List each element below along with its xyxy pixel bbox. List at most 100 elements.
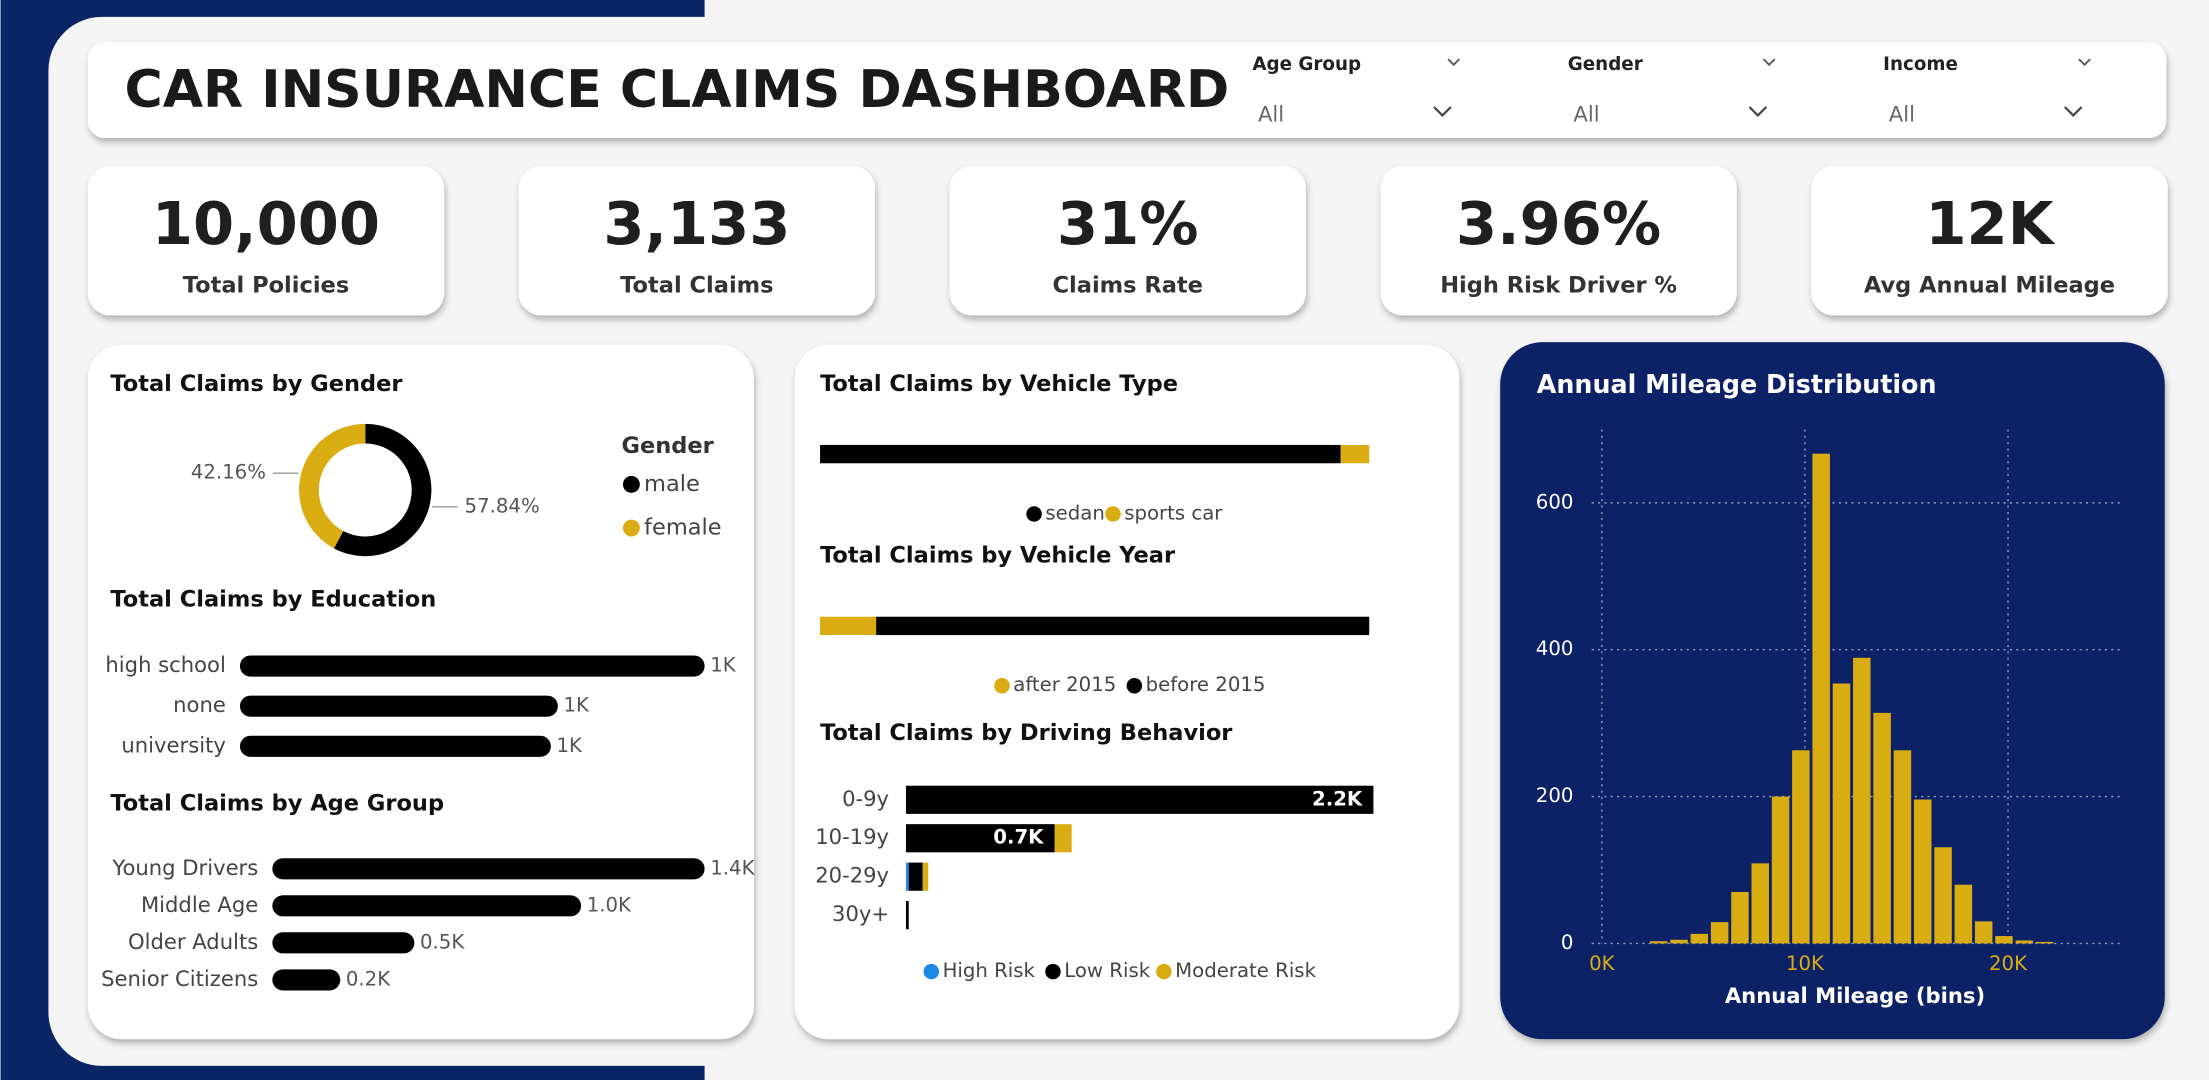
- kpi-label: Total Claims: [620, 272, 773, 298]
- category-label: 20-29y: [815, 863, 889, 888]
- bar-segment: [820, 444, 1341, 464]
- histogram-bar: [1649, 941, 1668, 944]
- chevron-icon: [1433, 106, 1452, 118]
- histogram-bar: [1792, 750, 1810, 944]
- legend-marker: [1156, 963, 1172, 980]
- chevron-icon: [2078, 58, 2091, 67]
- data-label: 57.84%: [465, 494, 540, 517]
- chart-title: Total Claims by Vehicle Type: [820, 371, 1178, 397]
- filter-label: Income: [1883, 54, 1958, 75]
- legend-marker: [1105, 506, 1121, 522]
- histogram-bar: [1832, 683, 1851, 944]
- data-label: 0.2K: [346, 967, 391, 990]
- bar: [272, 969, 341, 991]
- histogram-bar: [1913, 799, 1932, 944]
- kpi-label: Claims Rate: [1053, 272, 1203, 298]
- category-label: Middle Age: [141, 892, 258, 917]
- filter-dropdown[interactable]: Age Group All: [1252, 54, 1460, 127]
- category-label: Older Adults: [128, 929, 258, 954]
- legend-label: female: [644, 515, 722, 541]
- category-label: Senior Citizens: [101, 966, 258, 991]
- donut-slice: [299, 423, 366, 549]
- data-label: 42.16%: [191, 461, 266, 484]
- data-label: 1K: [557, 734, 584, 757]
- legend-marker: [622, 475, 640, 493]
- legend-marker: [1045, 963, 1061, 980]
- legend-label: Low Risk: [1064, 959, 1150, 982]
- kpi-label: Total Policies: [183, 272, 350, 298]
- kpi-card: [1811, 166, 2168, 316]
- kpis: 10,000 Total Policies 3,133 Total Claims 31%…: [87, 166, 2168, 316]
- legend-label: male: [644, 471, 700, 497]
- bar-segment: [908, 862, 923, 891]
- chart-title: Total Claims by Education: [110, 586, 436, 612]
- kpi-card: [87, 166, 445, 316]
- legend-label: sedan: [1045, 501, 1104, 524]
- histogram-bar: [1812, 453, 1830, 944]
- histogram-bar: [1934, 847, 1952, 944]
- bar: [272, 895, 582, 917]
- histogram-bar: [1751, 863, 1770, 944]
- filter-value: All: [1258, 101, 1284, 126]
- bar-segment: [922, 862, 929, 891]
- x-tick-label: 10K: [1786, 952, 1825, 975]
- legend-marker: [1126, 677, 1143, 694]
- donut-slice: [333, 423, 432, 557]
- chart-title: Total Claims by Vehicle Year: [820, 543, 1176, 569]
- legend-label: High Risk: [943, 959, 1036, 982]
- bar: [239, 695, 558, 717]
- data-label: 1K: [710, 654, 737, 677]
- bar-segment: [820, 616, 877, 636]
- kpi-card: [518, 166, 875, 316]
- bar-segment: [1054, 824, 1072, 853]
- legend-label: before 2015: [1146, 673, 1266, 696]
- chart-title: Annual Mileage Distribution: [1537, 369, 1937, 399]
- charts: Total Claims by Gender 57.84% 42.16% Gender…: [101, 369, 2120, 1008]
- kpi-value: 3.96%: [1456, 189, 1661, 258]
- bar-segment: [905, 824, 1055, 853]
- kpi-value: 10,000: [152, 189, 380, 258]
- middle-panel: [794, 344, 1460, 1040]
- chevron-icon: [1762, 58, 1776, 67]
- bar-segment: [876, 616, 1370, 636]
- bar-segment: [905, 901, 909, 930]
- legend-label: after 2015: [1013, 673, 1116, 696]
- histogram-bar: [1670, 939, 1688, 944]
- kpi-value: 31%: [1057, 189, 1199, 258]
- chevron-icon: [1748, 106, 1768, 118]
- category-label: 30y+: [832, 901, 889, 926]
- bar-segment: [905, 862, 909, 891]
- legend-marker: [994, 677, 1010, 694]
- histogram-bar: [2035, 941, 2054, 944]
- kpi-label: Avg Annual Mileage: [1864, 272, 2115, 298]
- filter-value: All: [1889, 101, 1915, 126]
- legend-marker: [1026, 506, 1042, 522]
- bar-segment: [905, 785, 1374, 814]
- filter-dropdown[interactable]: Income All: [1883, 54, 2091, 127]
- bar-segment: [1340, 444, 1370, 464]
- histogram-bar: [1771, 796, 1790, 944]
- histogram-bar: [1731, 892, 1749, 944]
- kpi-value: 12K: [1925, 189, 2055, 258]
- y-tick-label: 400: [1536, 637, 1574, 660]
- x-tick-label: 20K: [1989, 952, 2028, 975]
- histogram-bar: [1995, 936, 2013, 944]
- data-label: 2.2K: [1312, 787, 1363, 810]
- category-label: university: [121, 732, 225, 757]
- bar: [239, 655, 705, 677]
- data-label: 1K: [563, 694, 590, 717]
- histogram-bar: [1853, 657, 1871, 944]
- legend-title: Gender: [622, 433, 715, 459]
- histogram-bar: [1690, 933, 1709, 944]
- category-label: none: [173, 692, 226, 717]
- histogram-bar: [1873, 712, 1891, 944]
- kpi-card: [1380, 166, 1737, 316]
- histogram-bar: [1710, 922, 1729, 944]
- data-label: 1.4K: [710, 856, 755, 879]
- filters: Age Group All Gender All Income All: [1252, 54, 2091, 127]
- dashboard-title: CAR INSURANCE CLAIMS DASHBOARD: [124, 60, 1229, 120]
- category-label: Young Drivers: [111, 855, 258, 880]
- filter-dropdown[interactable]: Gender All: [1568, 54, 1776, 127]
- filter-label: Gender: [1568, 54, 1643, 75]
